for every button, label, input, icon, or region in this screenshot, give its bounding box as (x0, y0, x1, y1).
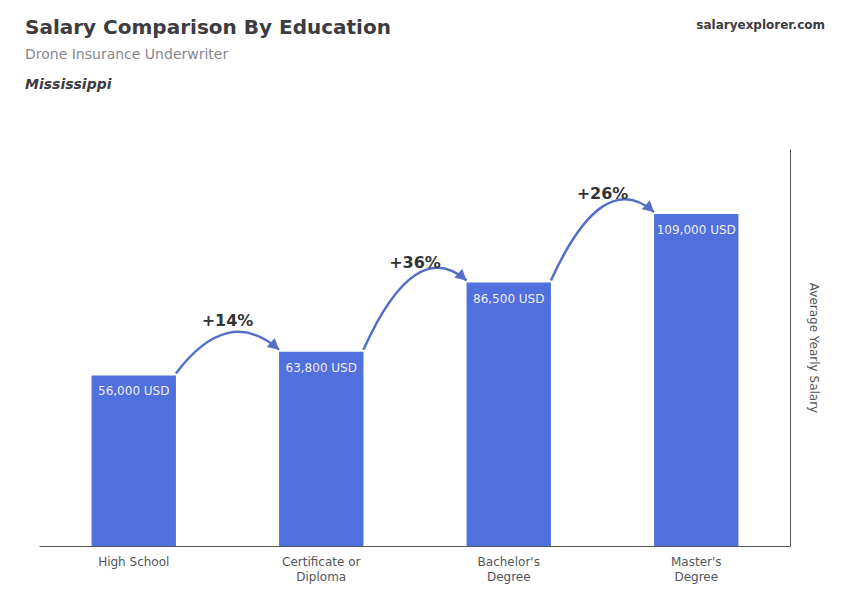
svg-text:63,800 USD: 63,800 USD (286, 361, 357, 375)
svg-text:+26%: +26% (577, 184, 629, 203)
svg-text:+14%: +14% (202, 311, 254, 330)
svg-text:Master's: Master's (671, 555, 722, 569)
svg-text:salaryexplorer.com: salaryexplorer.com (696, 18, 825, 32)
svg-text:Degree: Degree (487, 570, 531, 584)
svg-text:Mississippi: Mississippi (25, 76, 112, 92)
svg-text:Certificate or: Certificate or (282, 555, 360, 569)
svg-text:Salary Comparison By Education: Salary Comparison By Education (25, 15, 391, 39)
svg-text:+36%: +36% (389, 253, 441, 272)
svg-text:56,000 USD: 56,000 USD (98, 384, 169, 398)
svg-text:109,000 USD: 109,000 USD (657, 223, 736, 237)
svg-text:Average Yearly Salary: Average Yearly Salary (807, 283, 821, 413)
svg-text:Diploma: Diploma (296, 570, 346, 584)
svg-text:Drone Insurance Underwriter: Drone Insurance Underwriter (25, 46, 228, 62)
svg-text:High School: High School (98, 555, 169, 569)
svg-text:86,500 USD: 86,500 USD (473, 292, 544, 306)
svg-text:Bachelor's: Bachelor's (478, 555, 540, 569)
svg-text:Degree: Degree (674, 570, 718, 584)
